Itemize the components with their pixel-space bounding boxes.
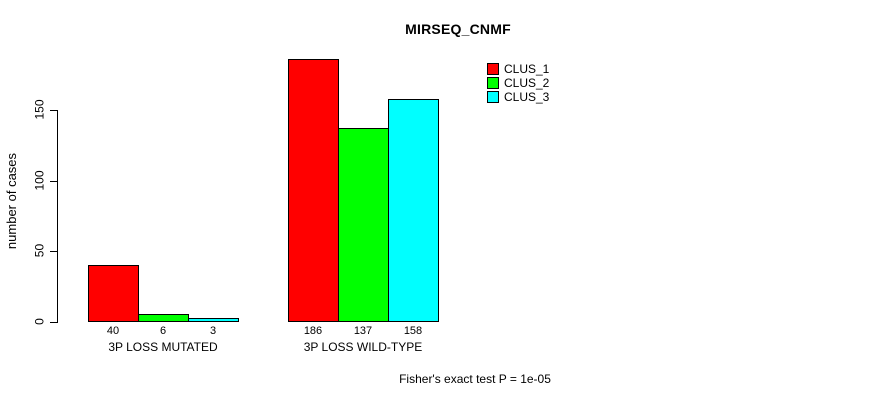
y-tick-mark (50, 322, 57, 323)
y-tick-label: 0 (32, 318, 47, 325)
bar-value-label: 137 (353, 325, 373, 337)
legend-label: CLUS_2 (504, 76, 550, 90)
bar-value-label: 3 (209, 325, 217, 337)
category-label: 3P LOSS MUTATED (108, 340, 218, 354)
bar-clus_1-group2 (288, 59, 339, 322)
y-tick-mark (50, 251, 57, 252)
legend-swatch-clus_1 (487, 63, 499, 75)
legend-label: CLUS_3 (504, 90, 550, 104)
legend-swatch-clus_3 (487, 91, 499, 103)
y-axis-line (57, 110, 58, 323)
chart-title: MIRSEQ_CNMF (405, 21, 511, 37)
y-tick-label: 50 (32, 243, 47, 258)
bar-clus_3-group1 (188, 318, 239, 322)
bar-value-label: 158 (403, 325, 423, 337)
bar-clus_1-group1 (88, 265, 139, 322)
bar-value-label: 186 (303, 325, 323, 337)
y-tick-mark (50, 181, 57, 182)
y-tick-mark (50, 110, 57, 111)
y-axis-label: number of cases (4, 152, 19, 250)
fisher-test-note: Fisher's exact test P = 1e-05 (399, 372, 551, 386)
y-tick-label: 100 (32, 170, 47, 191)
category-label: 3P LOSS WILD-TYPE (303, 340, 423, 354)
legend-label: CLUS_1 (504, 62, 550, 76)
legend-swatch-clus_2 (487, 77, 499, 89)
y-tick-label: 150 (32, 99, 47, 120)
bar-clus_2-group2 (338, 128, 389, 322)
bar-value-label: 6 (159, 325, 167, 337)
bar-clus_3-group2 (388, 99, 439, 322)
bar-value-label: 40 (106, 325, 120, 337)
bar-clus_2-group1 (138, 314, 189, 322)
